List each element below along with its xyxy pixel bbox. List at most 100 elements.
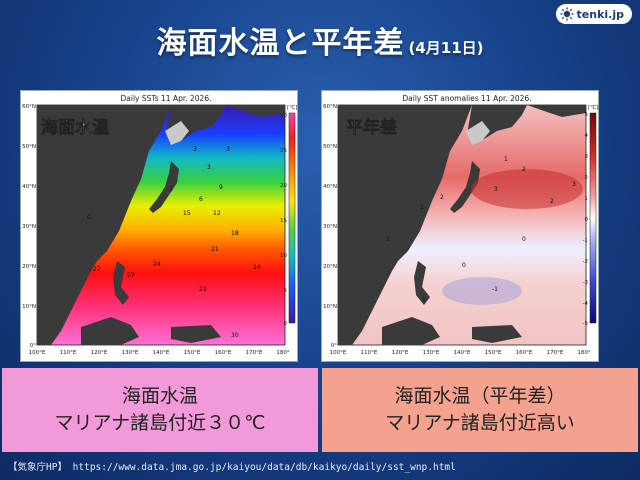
sst-contour-label: 22 (199, 286, 207, 293)
anomaly-lat-labels: 60°N 50°N 40°N 30°N 20°N 10°N 0° (323, 104, 337, 349)
sst-colorbar-ticks: 30 25 20 15 10 5 0 (280, 113, 288, 327)
sun-logo-icon (560, 7, 574, 21)
anomaly-lon-labels: 100°E 110°E 120°E 130°E 140°E 150°E 160°… (330, 350, 591, 356)
anomaly-contour-label: 1 (420, 204, 424, 211)
lat-label: 40°N (323, 184, 337, 190)
anomaly-contour-label: 0 (522, 236, 526, 243)
japan-land (450, 161, 480, 213)
sst-contour-label: 18 (231, 230, 239, 237)
lon-label: 120°E (91, 350, 108, 356)
anomaly-contour-label: 2 (550, 198, 554, 205)
sst-contour-label: 24 (153, 261, 161, 268)
anomaly-colorbar-tick: -2 (583, 259, 588, 265)
anomaly-colorbar-tick: 3 (585, 154, 589, 160)
lon-label: 160°E (516, 350, 533, 356)
sst-colorbar-tick: 5 (284, 288, 288, 294)
anomaly-contour-label: -1 (492, 286, 498, 293)
sst-caption: 海面水温 マリアナ諸島付近３０℃ (2, 368, 318, 452)
anomaly-contour-label: 1 (504, 156, 508, 163)
lon-label: 140°E (153, 350, 170, 356)
lon-label: 170°E (246, 350, 263, 356)
indonesia-land (81, 317, 139, 345)
lon-label: 110°E (60, 350, 77, 356)
sst-colorbar-tick: 30 (280, 113, 287, 119)
anomaly-contour-label: 3 (494, 186, 498, 193)
sst-colorbar-tick: 15 (280, 218, 287, 224)
lon-label: 100°E (29, 350, 46, 356)
lat-label: 30°N (22, 224, 36, 230)
title-date: (4月11日) (408, 39, 484, 57)
anomaly-colorbar (589, 112, 597, 324)
sea-ice-area (466, 121, 490, 145)
anomaly-colorbar-ticks: 5 4 3 2 1 0 -1 -2 -3 -4 -5 (583, 112, 589, 327)
anomaly-contour-labels: 1 2 2 3 3 1 2 1 0 0 1 -1 (386, 156, 576, 303)
anomaly-caption: 海面水温（平年差） マリアナ諸島付近高い (322, 368, 638, 452)
anomaly-caption-line1: 海面水温（平年差） (394, 385, 566, 407)
philippines-land (414, 261, 430, 305)
sst-contour-label: 21 (211, 246, 219, 253)
sea-ice-area (165, 121, 189, 145)
source-credit: 【気象庁HP】 https://www.data.jma.go.jp/kaiyo… (8, 462, 456, 473)
lat-label: 20°N (323, 264, 337, 270)
lon-label: 140°E (454, 350, 471, 356)
logo-text: tenki.jp (576, 7, 624, 21)
anomaly-colorbar-tick: 1 (585, 196, 589, 202)
anomaly-map-header: Daily SST anomalies 11 Apr. 2026. (402, 94, 531, 103)
sst-contour-label: 3 (207, 164, 211, 171)
lon-label: 160°E (215, 350, 232, 356)
lon-label: 110°E (361, 350, 378, 356)
lon-label: 120°E (392, 350, 409, 356)
anomaly-contour-label: 2 (440, 194, 444, 201)
anomaly-overlay-label: 平年差 (346, 117, 397, 138)
page-title: 海面水温と平年差 (4月11日) (0, 18, 640, 62)
sst-contour-labels: 3 3 9 6 12 15 18 21 24 27 27 24 22 30 0 … (87, 146, 261, 339)
lon-label: 170°E (547, 350, 564, 356)
sst-lon-labels: 100°E 110°E 120°E 130°E 140°E 150°E 160°… (29, 350, 290, 356)
sst-map: Daily SSTs 11 Apr. 2026. 3 3 9 6 12 15 1… (22, 94, 297, 356)
lat-label: 60°N (323, 104, 337, 110)
lon-label: 180° (577, 350, 590, 356)
lat-label: 20°N (22, 264, 36, 270)
new-guinea-land (472, 325, 522, 343)
sst-overlay-label: 海面水温 (41, 117, 109, 138)
anomaly-colorbar-tick: 2 (585, 175, 589, 181)
sst-colorbar-tick: 25 (280, 148, 287, 154)
anomaly-caption-line2: マリアナ諸島付近高い (385, 412, 575, 434)
sst-colorbar-tick: 20 (280, 183, 287, 189)
asia-land (338, 105, 472, 345)
lat-label: 30°N (323, 224, 337, 230)
lon-label: 150°E (485, 350, 502, 356)
tenki-logo[interactable]: tenki.jp (555, 4, 632, 24)
sst-contour-label: 6 (199, 196, 203, 203)
sst-map-header: Daily SSTs 11 Apr. 2026. (121, 94, 212, 103)
anomaly-contour-label: 0 (462, 262, 466, 269)
lat-label: 10°N (22, 304, 36, 310)
cool-anomaly-patch (442, 277, 522, 305)
alaska-land (527, 105, 586, 117)
anomaly-contour-label: 1 (422, 296, 426, 303)
sst-unit: [℃] (287, 104, 297, 111)
title-main: 海面水温と平年差 (156, 26, 405, 61)
lat-label: 10°N (323, 304, 337, 310)
anomaly-colorbar-tick: 4 (585, 133, 589, 139)
anomaly-unit: [℃] (588, 104, 598, 111)
sst-map-panel: Daily SSTs 11 Apr. 2026. 3 3 9 6 12 15 1… (20, 90, 298, 362)
sst-contour-label: 30 (231, 332, 239, 339)
sst-caption-line2: マリアナ諸島付近３０℃ (54, 412, 266, 434)
sst-contour-label: 0 (87, 214, 91, 221)
lon-label: 130°E (423, 350, 440, 356)
anomaly-colorbar-tick: -4 (583, 301, 589, 307)
sst-contour-label: 27 (93, 266, 101, 273)
anomaly-contour-label: 3 (572, 181, 576, 188)
sst-contour-label: 3 (226, 146, 230, 153)
sst-lat-labels: 60°N 50°N 40°N 30°N 20°N 10°N 0° (22, 104, 36, 349)
lat-label: 0° (30, 343, 36, 349)
anomaly-map: Daily SST anomalies 11 Apr. 2026. 1 2 2 … (323, 94, 598, 356)
anomaly-colorbar-tick: 0 (585, 217, 589, 223)
lon-label: 100°E (330, 350, 347, 356)
indonesia-land (382, 317, 440, 345)
sst-contour-label: 1 (169, 186, 173, 193)
anomaly-colorbar-tick: -5 (583, 321, 589, 327)
sst-contour-label: 27 (127, 272, 135, 279)
lat-label: 40°N (22, 184, 36, 190)
